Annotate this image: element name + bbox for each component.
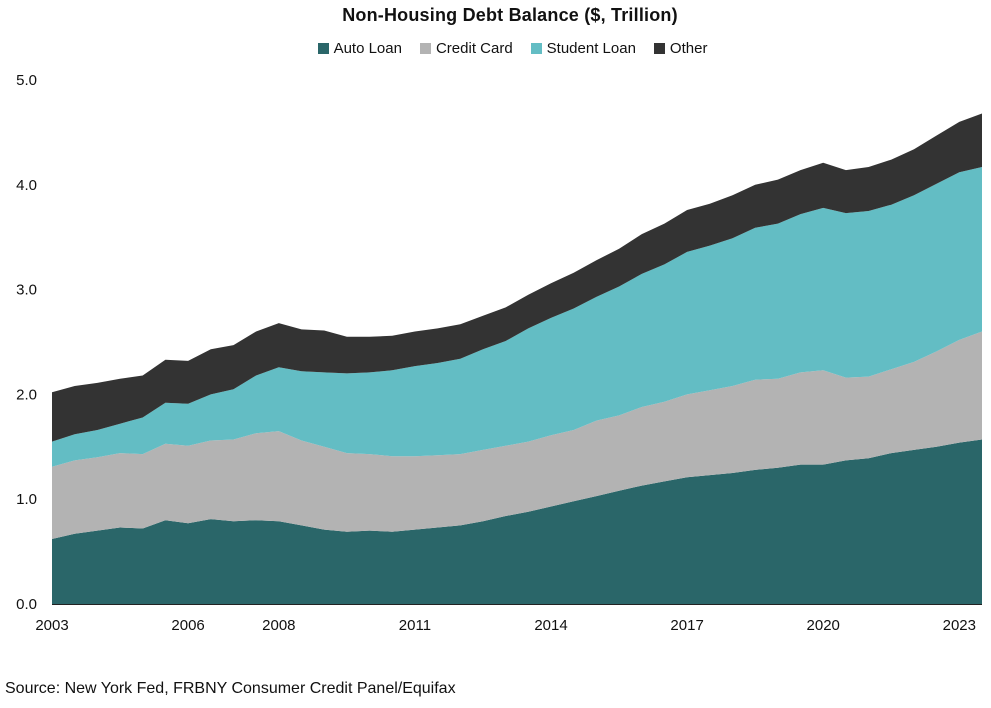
legend-label-other: Other — [669, 40, 708, 57]
x-tick-label: 2017 — [670, 617, 703, 634]
legend-swatch-student-loan — [530, 43, 542, 54]
legend-label-auto-loan: Auto Loan — [333, 40, 402, 57]
x-tick-label: 2011 — [399, 617, 431, 634]
y-tick-label: 2.0 — [16, 386, 37, 403]
x-tick-label: 2008 — [262, 617, 295, 634]
legend-item-other: Other — [653, 40, 708, 57]
chart-legend: Auto Loan Credit Card Student Loan Other — [0, 40, 991, 57]
x-tick-label: 2020 — [807, 617, 840, 634]
x-tick-label: 2014 — [534, 617, 567, 634]
legend-item-student-loan: Student Loan — [530, 40, 636, 57]
x-axis: 2003 2006 2008 2011 2014 2017 2020 2023 — [35, 604, 982, 634]
legend-item-credit-card: Credit Card — [419, 40, 513, 57]
area-credit-card — [52, 331, 982, 539]
y-tick-label: 0.0 — [16, 596, 37, 613]
area-student-loan — [52, 167, 982, 467]
legend-swatch-other — [653, 43, 665, 54]
y-tick-label: 1.0 — [16, 491, 37, 508]
area-other — [52, 113, 982, 442]
legend-label-student-loan: Student Loan — [546, 40, 636, 57]
legend-swatch-auto-loan — [317, 43, 329, 54]
legend-swatch-credit-card — [419, 43, 431, 54]
legend-label-credit-card: Credit Card — [435, 40, 513, 57]
source-note: Source: New York Fed, FRBNY Consumer Cre… — [5, 680, 456, 697]
area-auto-loan — [52, 439, 982, 604]
legend-item-auto-loan: Auto Loan — [317, 40, 402, 57]
y-axis: 0.0 1.0 2.0 3.0 4.0 5.0 — [16, 72, 37, 613]
area-layers — [52, 113, 982, 604]
y-tick-label: 3.0 — [16, 282, 37, 299]
y-tick-label: 4.0 — [16, 177, 37, 194]
x-tick-label: 2023 — [943, 617, 976, 634]
y-tick-label: 5.0 — [16, 72, 37, 89]
x-tick-label: 2003 — [35, 617, 68, 634]
chart-title: Non-Housing Debt Balance ($, Trillion) — [342, 5, 678, 25]
x-tick-label: 2006 — [171, 617, 204, 634]
